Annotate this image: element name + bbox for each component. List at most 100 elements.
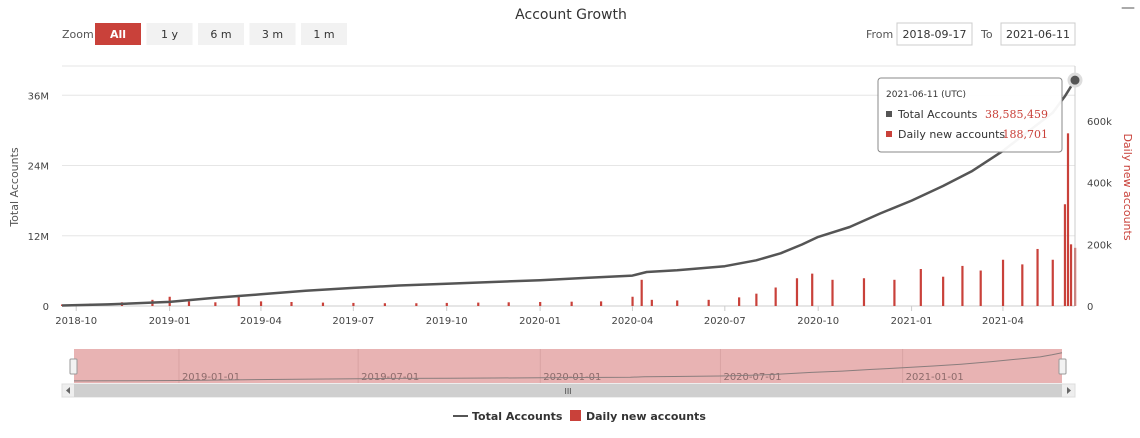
tooltip-daily-value: 188,701	[1003, 128, 1049, 141]
zoom-button-1y[interactable]: 1 y	[161, 28, 178, 41]
daily-new-accounts-bar	[1069, 244, 1073, 306]
navigator-label: 2019-07-01	[361, 372, 419, 383]
daily-new-accounts-bar	[507, 302, 510, 306]
y-right-tick-label: 0	[1087, 302, 1093, 313]
tooltip-daily-label: Daily new accounts	[898, 128, 1005, 141]
scroll-right-arrow-icon[interactable]	[1067, 387, 1071, 394]
y-right-tick-label: 600k	[1087, 117, 1112, 128]
x-tick-label: 2020-07	[704, 316, 746, 327]
from-date-input[interactable]: 2018-09-17	[903, 28, 967, 41]
legend-daily-new-accounts[interactable]: Daily new accounts	[586, 410, 706, 423]
tooltip-total-swatch	[886, 111, 892, 117]
daily-new-accounts-bar	[187, 301, 191, 306]
daily-new-accounts-bar	[1066, 133, 1070, 306]
from-date-input-box[interactable]	[896, 22, 973, 46]
x-tick-label: 2021-01	[891, 316, 933, 327]
daily-new-accounts-bar	[831, 279, 834, 306]
daily-new-accounts-bar	[942, 276, 945, 306]
y-right-tick-label: 400k	[1087, 179, 1112, 190]
x-tick-label: 2019-10	[426, 316, 468, 327]
legend-total-accounts[interactable]: Total Accounts	[472, 410, 563, 423]
x-tick-label: 2019-07	[332, 316, 374, 327]
zoom-button-all[interactable]: All	[110, 28, 126, 41]
daily-new-accounts-bars	[61, 133, 1077, 306]
daily-new-accounts-bar	[599, 301, 603, 306]
to-date-input[interactable]: 2021-06-11	[1006, 28, 1070, 41]
x-tick-label: 2019-01	[149, 316, 191, 327]
hover-marker	[1067, 72, 1083, 88]
scroll-left-arrow-icon[interactable]	[66, 387, 70, 394]
zoom-button-bg-4[interactable]	[301, 23, 347, 45]
daily-new-accounts-bar	[237, 296, 240, 306]
tooltip-date: 2021-06-11 (UTC)	[886, 90, 966, 100]
y-left-ticks: 0 12M 24M 36M	[28, 91, 49, 313]
y-left-tick-label: 12M	[28, 232, 49, 243]
daily-new-accounts-bar	[383, 303, 386, 306]
x-tick-label: 2018-10	[55, 316, 97, 327]
daily-new-accounts-bar	[640, 279, 643, 306]
scrollbar-grip[interactable]: III	[564, 387, 571, 396]
daily-new-accounts-bar	[707, 299, 710, 306]
daily-new-accounts-bar	[811, 273, 814, 306]
x-tick-label: 2020-04	[612, 316, 654, 327]
daily-new-accounts-bar	[650, 299, 653, 306]
date-range: From 2018-09-17 To 2021-06-11	[866, 22, 1076, 46]
daily-new-accounts-bar	[570, 301, 573, 306]
daily-new-accounts-bar	[445, 302, 448, 306]
zoom-button-bg-2[interactable]	[198, 23, 244, 45]
daily-new-accounts-bar	[539, 301, 542, 306]
daily-new-accounts-bar	[214, 302, 217, 306]
zoom-button-bg-0[interactable]	[95, 23, 141, 45]
y-right-ticks: 0 200k 400k 600k	[1087, 117, 1112, 313]
y-left-tick-label: 0	[43, 302, 49, 313]
daily-new-accounts-bar	[893, 279, 896, 306]
grid-lines	[62, 65, 1075, 307]
scrollbar[interactable]: III	[61, 383, 1076, 398]
zoom-button-bg-1[interactable]	[146, 23, 193, 45]
zoom-button-6m[interactable]: 6 m	[210, 28, 231, 41]
total-accounts-line	[61, 79, 1077, 307]
chart-title: Account Growth	[515, 7, 627, 23]
chart-menu-icon[interactable]: —	[1121, 0, 1135, 16]
scrollbar-thumb[interactable]	[74, 384, 1062, 397]
x-axis-ticks: 2018-10 2019-01 2019-04 2019-07 2019-10 2020-…	[55, 306, 1024, 327]
zoom-button-bg-3[interactable]	[249, 23, 296, 45]
y-left-tick-label: 24M	[28, 162, 49, 173]
to-label: To	[980, 28, 993, 41]
daily-new-accounts-bar	[738, 297, 741, 306]
daily-new-accounts-bar	[979, 270, 982, 306]
tooltip-box	[877, 77, 1063, 153]
daily-new-accounts-bar	[1036, 248, 1039, 306]
zoom-button-3m[interactable]: 3 m	[262, 28, 283, 41]
legend: Total Accounts Daily new accounts	[453, 410, 706, 423]
navigator-label: 2021-01-01	[906, 372, 964, 383]
navigator-label: 2020-07-01	[723, 372, 781, 383]
daily-new-accounts-bar	[1063, 204, 1067, 306]
navigator-left-handle[interactable]	[69, 358, 78, 375]
zoom-button-1m[interactable]: 1 m	[313, 28, 334, 41]
daily-new-accounts-bar	[1001, 259, 1005, 306]
daily-new-accounts-bar	[631, 296, 634, 306]
daily-new-accounts-bar	[795, 278, 799, 306]
navigator[interactable]: 2019-01-01 2019-07-01 2020-01-01 2020-07-01…	[69, 349, 1067, 383]
daily-new-accounts-bar	[1051, 259, 1054, 306]
y-left-axis-title: Total Accounts	[8, 147, 21, 228]
zoom-controls: Zoom All 1 y 6 m 3 m 1 m	[62, 23, 347, 45]
daily-new-accounts-bar	[961, 265, 964, 306]
tooltip-total-label: Total Accounts	[897, 108, 978, 121]
zoom-label: Zoom	[62, 28, 94, 41]
daily-new-accounts-bar	[321, 302, 325, 306]
x-tick-label: 2020-01	[519, 316, 561, 327]
daily-new-accounts-bar	[477, 302, 480, 306]
to-date-input-box[interactable]	[1000, 22, 1076, 46]
total-accounts-series-line	[61, 79, 1077, 307]
legend-daily-new-accounts-icon[interactable]	[570, 410, 581, 421]
tooltip-total-value: 38,585,459	[985, 108, 1048, 121]
navigator-label: 2019-01-01	[182, 372, 240, 383]
navigator-series	[73, 352, 1063, 382]
navigator-right-handle[interactable]	[1058, 358, 1067, 375]
from-label: From	[866, 28, 893, 41]
daily-new-accounts-bar	[919, 269, 922, 306]
tooltip-daily-swatch	[886, 131, 892, 137]
